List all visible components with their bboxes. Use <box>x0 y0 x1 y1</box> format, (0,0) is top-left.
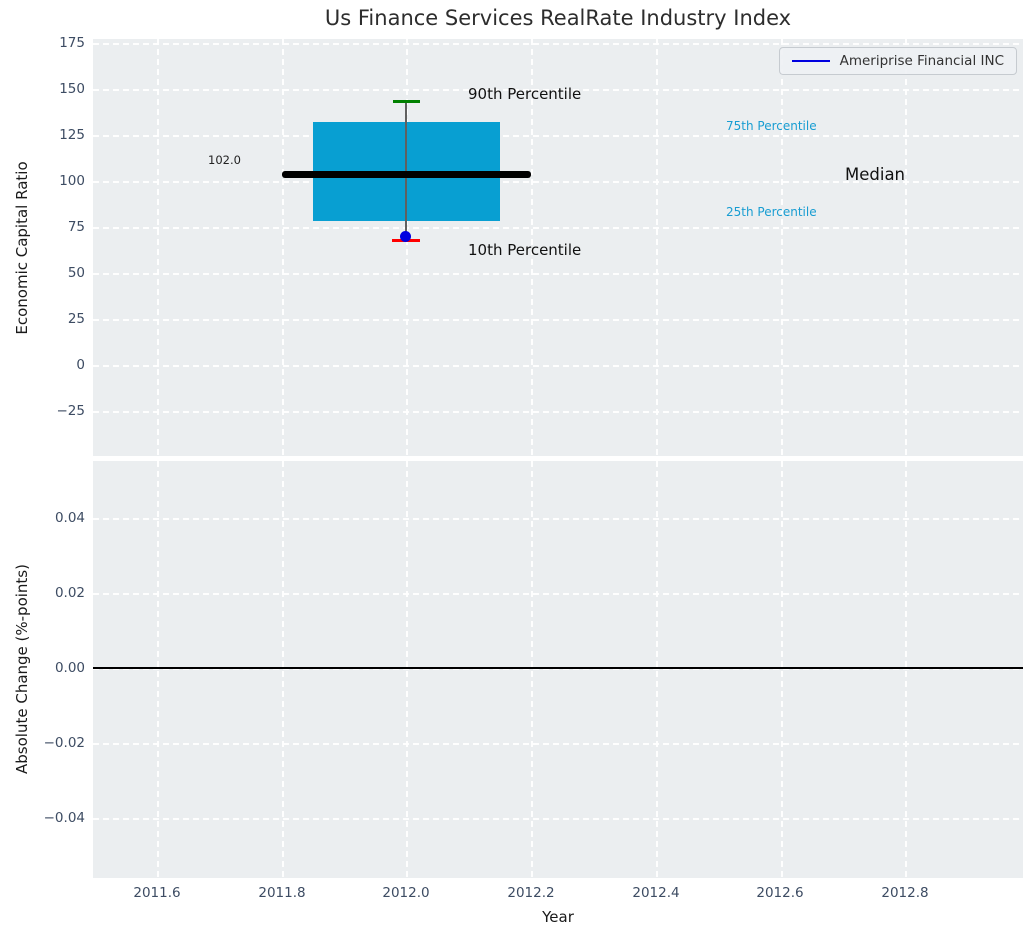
y-tick-label: 75 <box>67 219 85 235</box>
y-tick-label: 0.04 <box>54 510 85 526</box>
gridline-v <box>282 39 284 456</box>
gridline-h <box>93 273 1023 275</box>
y-tick-label: −0.04 <box>43 810 85 826</box>
gridline-v <box>905 39 907 456</box>
gridline-h <box>93 227 1023 229</box>
p90-cap <box>393 100 420 103</box>
gridline-v <box>406 461 408 878</box>
gridline-h <box>93 593 1023 595</box>
gridline-v <box>781 39 783 456</box>
zero-line <box>93 667 1023 669</box>
gridline-v <box>531 39 533 456</box>
y-tick-label: −0.02 <box>43 735 85 751</box>
y-axis-label-bottom: Absolute Change (%-points) <box>13 564 31 774</box>
top-axes: 102.0 90th Percentile 75th Percentile Me… <box>93 39 1023 456</box>
gridline-h <box>93 818 1023 820</box>
legend: Ameriprise Financial INC <box>778 47 1017 75</box>
company-point-marker <box>400 231 411 242</box>
gridline-h <box>93 319 1023 321</box>
gridline-v <box>781 461 783 878</box>
legend-line-sample <box>791 59 830 63</box>
y-tick-label: 100 <box>59 173 85 189</box>
legend-label: Ameriprise Financial INC <box>839 53 1004 69</box>
gridline-h <box>93 518 1023 520</box>
chart-title: Us Finance Services RealRate Industry In… <box>324 6 792 30</box>
gridline-h <box>93 365 1023 367</box>
bottom-axes <box>93 461 1023 878</box>
gridline-v <box>157 39 159 456</box>
x-tick-label: 2012.0 <box>382 885 430 901</box>
y-tick-label: 25 <box>67 311 85 327</box>
gridline-h <box>93 181 1023 183</box>
annotation-p25: 25th Percentile <box>726 205 817 219</box>
y-tick-label: 0 <box>76 357 85 373</box>
gridline-h <box>93 668 1023 670</box>
annotation-p75: 75th Percentile <box>726 119 817 133</box>
annotation-median-value: 102.0 <box>208 153 241 167</box>
x-tick-label: 2012.2 <box>507 885 555 901</box>
x-tick-label: 2012.4 <box>632 885 680 901</box>
y-tick-label: −25 <box>56 403 86 419</box>
gridline-h <box>93 89 1023 91</box>
gridline-h <box>93 135 1023 137</box>
gridline-h <box>93 411 1023 413</box>
median-line <box>282 171 531 178</box>
gridline-v <box>531 461 533 878</box>
annotation-median: Median <box>845 165 906 184</box>
y-tick-label: 0.00 <box>54 660 85 676</box>
x-tick-label: 2012.6 <box>756 885 804 901</box>
gridline-v <box>905 461 907 878</box>
x-tick-label: 2011.6 <box>133 885 181 901</box>
y-tick-label: 50 <box>67 265 85 281</box>
gridline-v <box>282 461 284 878</box>
gridline-v <box>656 39 658 456</box>
gridline-v <box>157 461 159 878</box>
gridline-h <box>93 43 1023 45</box>
x-tick-label: 2012.8 <box>881 885 929 901</box>
annotation-p90: 90th Percentile <box>468 85 582 103</box>
y-tick-label: 125 <box>59 127 85 143</box>
gridline-v <box>656 461 658 878</box>
y-tick-label: 0.02 <box>54 585 85 601</box>
gridline-h <box>93 743 1023 745</box>
gridline-v <box>406 39 408 456</box>
x-axis-label: Year <box>542 908 574 926</box>
y-tick-label: 175 <box>59 35 85 51</box>
annotation-p10: 10th Percentile <box>468 241 582 259</box>
y-tick-label: 150 <box>59 81 85 97</box>
x-tick-label: 2011.8 <box>258 885 306 901</box>
y-axis-label-top: Economic Capital Ratio <box>13 161 31 335</box>
